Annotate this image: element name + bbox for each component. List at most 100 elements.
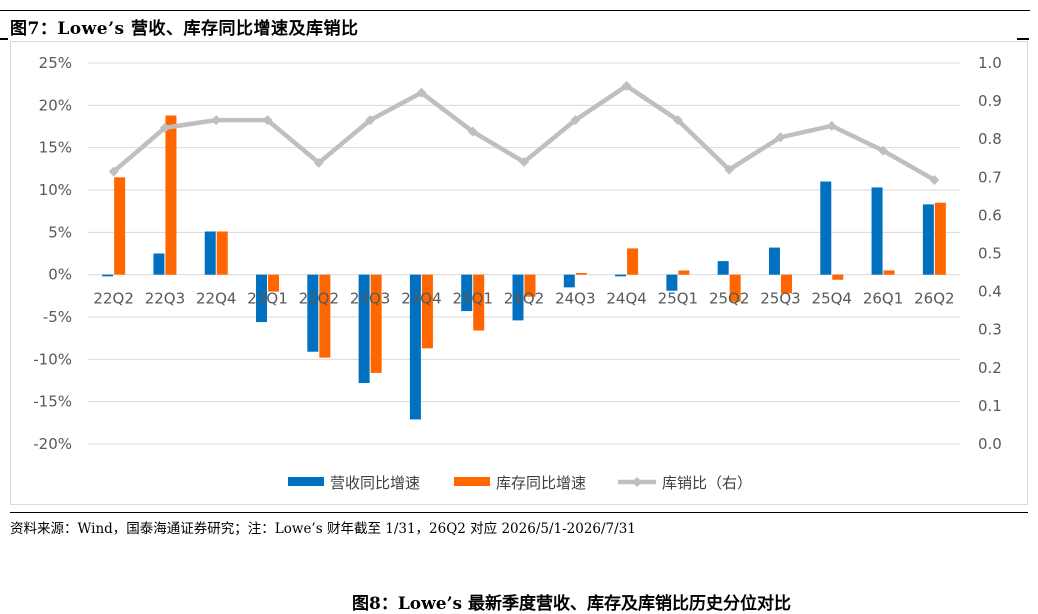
- bar-revenue: [768, 247, 780, 275]
- bar-inventory: [832, 274, 844, 280]
- y-left-tick-label: 0%: [48, 266, 72, 284]
- bar-inventory: [473, 274, 485, 331]
- y-right-tick-label: 0.5: [978, 245, 1002, 263]
- y-left-tick-label: -10%: [33, 350, 72, 368]
- x-tick-label: 26Q1: [863, 290, 903, 308]
- bar-inventory: [780, 274, 792, 294]
- y-left-tick-label: -5%: [43, 308, 72, 326]
- bar-revenue: [358, 274, 370, 384]
- y-right-tick-label: 0.0: [978, 435, 1002, 453]
- x-tick-label: 23Q2: [299, 290, 339, 308]
- x-tick-label: 22Q4: [196, 290, 236, 308]
- point-inventory-sales-ratio: [262, 115, 273, 126]
- point-inventory-sales-ratio: [108, 166, 119, 177]
- legend-swatch-revenue: [288, 477, 324, 486]
- y-left-tick-label: 25%: [39, 54, 72, 72]
- x-tick-label: 25Q1: [658, 290, 698, 308]
- point-inventory-sales-ratio: [929, 174, 940, 185]
- point-inventory-sales-ratio: [826, 120, 837, 131]
- y-right-tick-label: 0.8: [978, 130, 1002, 148]
- title-rule-left: [0, 38, 8, 40]
- bar-inventory: [575, 272, 587, 275]
- legend-label-ratio: 库销比（右）: [662, 474, 752, 492]
- bar-inventory: [883, 270, 895, 275]
- bar-revenue: [409, 274, 421, 420]
- figure-title: 图7：Lowe’s 营收、库存同比增速及库销比: [10, 19, 359, 39]
- y-right-tick-label: 0.2: [978, 359, 1002, 377]
- y-right-tick-label: 0.6: [978, 206, 1002, 224]
- point-inventory-sales-ratio: [159, 122, 170, 133]
- x-tick-label: 25Q3: [760, 290, 800, 308]
- bar-inventory: [678, 270, 690, 275]
- bar-revenue: [615, 274, 627, 277]
- y-left-tick-label: 15%: [39, 139, 72, 157]
- bar-revenue: [820, 181, 832, 275]
- y-right-tick-label: 0.3: [978, 321, 1002, 339]
- top-rule: [0, 10, 1030, 11]
- bar-revenue: [512, 274, 524, 321]
- bar-revenue: [563, 274, 575, 288]
- bar-revenue: [922, 204, 934, 275]
- bar-inventory: [165, 115, 177, 275]
- point-inventory-sales-ratio: [878, 145, 889, 156]
- point-inventory-sales-ratio: [313, 157, 324, 168]
- legend-label-revenue: 营收同比增速: [330, 474, 420, 492]
- bar-revenue: [256, 274, 268, 323]
- bar-revenue: [204, 231, 216, 275]
- point-inventory-sales-ratio: [621, 80, 632, 91]
- y-right-tick-label: 0.4: [978, 283, 1002, 301]
- bar-revenue: [717, 261, 729, 275]
- y-right-tick-label: 1.0: [978, 54, 1002, 72]
- bar-revenue: [461, 274, 473, 312]
- bar-inventory: [729, 274, 741, 302]
- x-tick-label: 23Q1: [247, 290, 287, 308]
- x-tick-label: 22Q3: [145, 290, 185, 308]
- x-tick-label: 25Q2: [709, 290, 749, 308]
- bar-inventory: [216, 231, 228, 275]
- bar-revenue: [307, 274, 319, 352]
- point-inventory-sales-ratio: [775, 132, 786, 143]
- bar-inventory: [370, 274, 382, 373]
- point-inventory-sales-ratio: [365, 115, 376, 126]
- y-left-tick-label: -20%: [33, 435, 72, 453]
- x-tick-label: 23Q3: [350, 290, 390, 308]
- bar-inventory: [524, 274, 536, 297]
- bar-revenue: [153, 253, 165, 275]
- chart: -20% -15% -10% -5% 0% 5% 10% 15% 20% 25% 0.0 0.1 0.2…: [33, 54, 1002, 492]
- y-left-tick-label: 20%: [39, 96, 72, 114]
- point-inventory-sales-ratio: [672, 115, 683, 126]
- x-tick-label: 25Q4: [812, 290, 852, 308]
- x-tick-label: 22Q2: [93, 290, 133, 308]
- x-tick-label: 26Q2: [914, 290, 954, 308]
- title-rule-right: [1017, 38, 1029, 40]
- bar-inventory: [934, 202, 946, 275]
- y-left-tick-label: -15%: [33, 393, 72, 411]
- y-left-tick-label: 5%: [48, 223, 72, 241]
- bar-inventory: [114, 177, 126, 275]
- x-tick-label: 23Q4: [401, 290, 441, 308]
- bar-revenue: [871, 187, 883, 275]
- legend-marker-ratio: [632, 477, 642, 487]
- x-tick-label: 24Q2: [504, 290, 544, 308]
- y-left-tick-label: 10%: [39, 181, 72, 199]
- y-right-tick-label: 0.7: [978, 168, 1002, 186]
- bar-inventory: [627, 248, 639, 275]
- bar-inventory: [319, 274, 331, 358]
- point-inventory-sales-ratio: [467, 126, 478, 137]
- source-note: 资料来源：Wind，国泰海通证券研究；注：Lowe’s 财年截至 1/31，26…: [10, 512, 1028, 537]
- bar-revenue: [102, 274, 114, 277]
- bar-inventory: [268, 274, 280, 292]
- point-inventory-sales-ratio: [416, 87, 427, 98]
- y-right-tick-label: 0.9: [978, 92, 1002, 110]
- point-inventory-sales-ratio: [570, 115, 581, 126]
- next-figure-title: 图8：Lowe’s 最新季度营收、库存及库销比历史分位对比: [352, 594, 791, 614]
- legend-label-inventory: 库存同比增速: [496, 474, 586, 492]
- x-tick-label: 24Q1: [452, 290, 492, 308]
- chart-frame: [10, 41, 1028, 505]
- bar-inventory: [421, 274, 433, 349]
- bar-revenue: [666, 274, 678, 291]
- legend-swatch-inventory: [454, 477, 490, 486]
- point-inventory-sales-ratio: [724, 164, 735, 175]
- y-right-tick-label: 0.1: [978, 397, 1002, 415]
- x-tick-label: 24Q4: [606, 290, 646, 308]
